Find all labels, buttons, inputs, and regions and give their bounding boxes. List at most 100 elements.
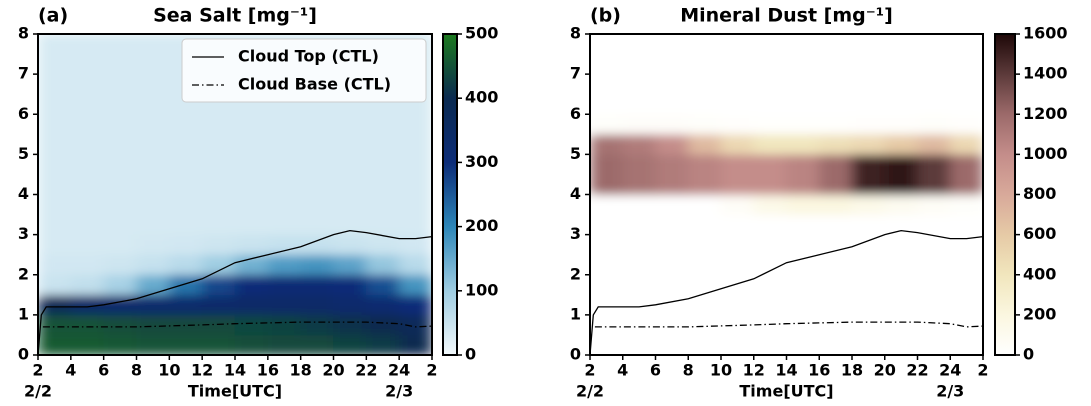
heatmap-cell	[622, 274, 656, 296]
heatmap-cell	[70, 234, 104, 255]
heatmap-cell	[949, 34, 983, 55]
heatmap-cell	[136, 294, 170, 316]
heatmap-cell	[70, 294, 104, 316]
heatmap-cell	[103, 194, 137, 215]
y-tick-label: 4	[18, 184, 29, 203]
heatmap-cell	[169, 154, 203, 175]
heatmap-cell	[949, 154, 983, 175]
heatmap-cell	[884, 294, 918, 316]
x-tick-label: 12	[191, 361, 213, 380]
heatmap-cell	[753, 174, 787, 195]
heatmap-cell	[655, 294, 689, 316]
heatmap-cell	[851, 314, 886, 336]
heatmap-cell	[622, 334, 656, 355]
heatmap-cell	[267, 174, 301, 195]
heatmap-cell	[103, 214, 137, 235]
x-tick-label: 2	[426, 361, 437, 380]
heatmap-cell	[300, 314, 334, 336]
heatmap-cell	[818, 314, 853, 336]
heatmap-cell	[234, 194, 269, 215]
heatmap-cell	[590, 334, 624, 355]
heatmap-cell	[720, 314, 755, 336]
heatmap-cell	[136, 174, 170, 195]
heatmap-cell	[720, 134, 755, 155]
heatmap-cell	[720, 53, 755, 75]
x-tick-label: 16	[808, 361, 830, 380]
heatmap-cell	[398, 174, 432, 195]
x-tick-label: 24	[939, 361, 961, 380]
heatmap-cell	[267, 113, 301, 135]
heatmap-cell	[917, 113, 951, 135]
heatmap-cell	[590, 234, 624, 255]
heatmap-cell	[267, 194, 301, 215]
heatmap-cell	[300, 274, 334, 296]
heatmap-cell	[333, 274, 367, 296]
heatmap-cell	[201, 134, 236, 155]
x-tick-label: 8	[683, 361, 694, 380]
heatmap-cell	[201, 214, 236, 235]
heatmap-cell	[398, 274, 432, 296]
heatmap-cell	[234, 113, 269, 135]
heatmap-cell	[655, 113, 689, 135]
y-tick-label: 3	[570, 224, 581, 243]
heatmap-cell	[753, 113, 787, 135]
heatmap-cell	[786, 214, 820, 235]
heatmap-cell	[103, 73, 137, 95]
x-tick-label: 2	[584, 361, 595, 380]
heatmap-cell	[366, 174, 400, 195]
heatmap-cell	[949, 314, 983, 336]
heatmap-cell	[720, 194, 755, 215]
heatmap-cell	[687, 73, 722, 95]
heatmap-cell	[818, 134, 853, 155]
heatmap-cell	[949, 294, 983, 316]
legend-label: Cloud Top (CTL)	[238, 47, 379, 66]
y-tick-label: 4	[570, 184, 581, 203]
heatmap-cell	[234, 214, 269, 235]
heatmap-cell	[136, 334, 170, 355]
heatmap-cell	[884, 73, 918, 95]
heatmap-cell	[720, 214, 755, 235]
heatmap-cell	[70, 113, 104, 135]
heatmap-cell	[917, 314, 951, 336]
x-tick-label: 22	[355, 361, 377, 380]
heatmap-cell	[70, 154, 104, 175]
heatmap-cell	[818, 113, 853, 135]
heatmap-cell	[136, 194, 170, 215]
heatmap-cell	[70, 254, 104, 276]
heatmap-cell	[38, 234, 72, 255]
heatmap-cell	[333, 254, 367, 276]
colorbar-tick-label: 400	[465, 88, 498, 107]
heatmap-cell	[300, 254, 334, 276]
heatmap-cell	[234, 174, 269, 195]
colorbar-tick-label: 1400	[1023, 64, 1068, 83]
heatmap-cell	[590, 154, 624, 175]
x-tick-label: 20	[322, 361, 344, 380]
heatmap-cell	[786, 294, 820, 316]
heatmap-cell	[38, 53, 72, 75]
x-tick-label: 6	[98, 361, 109, 380]
heatmap-cell	[818, 214, 853, 235]
heatmap-cell	[267, 214, 301, 235]
heatmap-cell	[720, 274, 755, 296]
heatmap-cell	[38, 113, 72, 135]
heatmap-cell	[655, 334, 689, 355]
colorbar-tick-label: 400	[1023, 264, 1056, 283]
chart-title: Mineral Dust [mg⁻¹]	[680, 5, 893, 27]
heatmap-cell	[70, 73, 104, 95]
heatmap-cell	[366, 254, 400, 276]
heatmap-cell	[366, 113, 400, 135]
heatmap-cell	[622, 294, 656, 316]
y-tick-label: 8	[570, 24, 581, 43]
heatmap-cell	[169, 314, 203, 336]
heatmap-cell	[169, 234, 203, 255]
heatmap-cell	[786, 113, 820, 135]
heatmap-cell	[753, 34, 787, 55]
heatmap-cell	[234, 254, 269, 276]
colorbar-tick-label: 0	[465, 345, 476, 364]
heatmap-cell	[753, 134, 787, 155]
heatmap-cell	[398, 234, 432, 255]
heatmap-cell	[786, 174, 820, 195]
heatmap-cell	[622, 154, 656, 175]
heatmap-cell	[333, 113, 367, 135]
heatmap-cell	[300, 294, 334, 316]
